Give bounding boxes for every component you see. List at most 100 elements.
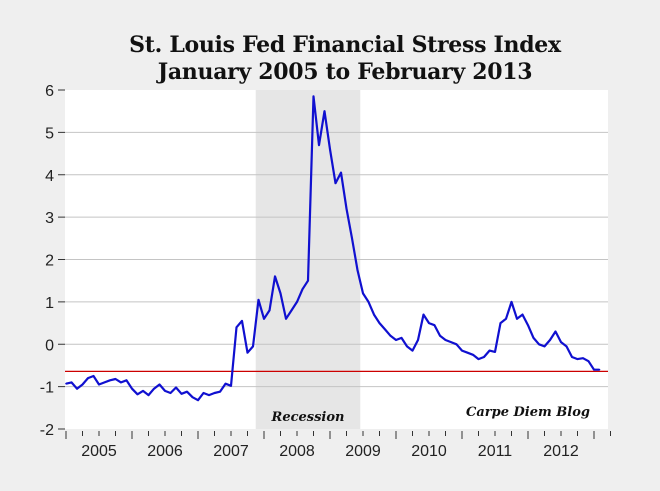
data-point [521,313,524,316]
data-point [499,322,502,324]
data-point [318,144,320,146]
data-point [505,318,507,320]
data-point [246,351,249,354]
x-tick-label: 2009 [345,443,381,460]
data-point [158,383,161,386]
data-point [400,337,403,339]
data-point [268,309,271,312]
data-point [395,339,397,341]
x-tick-label: 2011 [478,443,513,460]
data-point [329,148,331,151]
data-point [307,279,309,282]
x-tick-label: 2006 [147,443,183,460]
data-point [120,381,122,384]
y-tick-label: 2 [45,253,54,270]
y-tick-label: 6 [45,83,54,100]
data-point [114,378,117,380]
data-point [576,358,579,360]
data-point [334,182,337,185]
data-point [103,381,106,384]
data-point [312,95,315,98]
y-tick-label: -1 [40,380,54,397]
data-point [92,375,95,377]
data-point [136,393,139,396]
data-point [582,357,584,360]
data-point [466,351,469,354]
data-point [202,392,205,394]
y-tick-label: 0 [45,337,54,354]
data-point [367,301,370,303]
data-point [362,292,364,295]
data-point [554,330,557,333]
data-point [186,390,188,393]
stress-index-line [65,95,600,402]
data-point [257,298,260,301]
data-point [285,318,287,320]
data-point [472,354,474,356]
data-point [301,288,304,290]
data-point [549,339,551,341]
y-tick-label: -2 [40,422,54,439]
data-point [241,320,243,322]
chart-title: St. Louis Fed Financial Stress Index [129,32,561,58]
data-point [433,324,436,326]
data-point [70,381,73,384]
y-tick-label: 5 [45,125,54,142]
data-point [208,394,210,396]
data-point [565,345,568,348]
data-point [296,301,298,303]
x-tick-label: 2005 [81,443,117,460]
data-point [274,275,276,278]
data-point [378,322,381,324]
data-point [191,396,194,399]
y-tick-label: 3 [45,210,54,227]
data-point [180,393,183,395]
data-point [197,399,199,401]
data-point [560,341,562,343]
x-tick-label: 2007 [213,443,249,460]
data-point [153,387,155,390]
data-point [290,309,293,312]
data-point [428,322,430,324]
data-point [351,237,353,240]
data-point [224,382,227,385]
data-point [356,269,359,271]
data-point [125,379,128,382]
data-point [373,313,375,316]
data-point [389,334,392,337]
data-point [483,356,485,358]
data-point [340,171,342,174]
data-point [235,326,238,329]
data-point [98,383,100,386]
data-point [142,390,144,392]
x-tick-label: 2008 [279,443,315,460]
data-point [450,341,452,343]
data-point [532,337,535,339]
data-point [444,339,447,341]
data-point [76,387,78,390]
data-point [345,207,348,210]
data-point [279,292,282,295]
data-point [571,356,573,358]
y-tick-label: 4 [45,168,54,185]
data-point [417,339,419,341]
data-point [219,390,221,393]
data-point [455,343,458,346]
carpe-diem-annotation: Carpe Diem Blog [466,405,590,420]
data-point [65,382,67,385]
data-point [384,328,386,331]
data-point [147,394,150,396]
data-point [422,313,425,316]
data-point [213,392,216,394]
data-point [527,324,529,326]
recession-label: Recession [271,410,345,425]
data-point [323,110,326,112]
data-point [488,349,491,352]
data-point [263,318,265,320]
data-point [164,390,166,392]
data-point [439,334,441,337]
data-point [510,301,513,303]
data-point [131,387,133,390]
data-point [477,358,480,360]
